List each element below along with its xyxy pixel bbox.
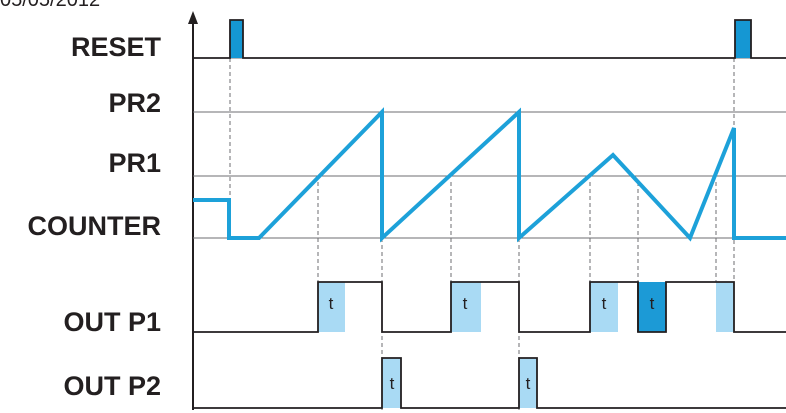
- delay-label: t: [650, 294, 655, 313]
- reset-pulse-fill: [735, 20, 751, 58]
- label-out-p2: OUT P2: [63, 371, 161, 401]
- delay-label: t: [329, 294, 334, 313]
- signal-labels: RESET PR2 PR1 COUNTER OUT P1 OUT P2: [28, 32, 162, 401]
- counter-waveform: [193, 107, 786, 243]
- reset-pulse-fill: [230, 20, 243, 58]
- reset-trace: [193, 19, 786, 59]
- label-pr1: PR1: [108, 148, 161, 178]
- out-p2-trace: [193, 357, 786, 409]
- out-p1-trace: [193, 281, 786, 333]
- delay-block: [382, 358, 401, 408]
- delay-label: t: [463, 294, 468, 313]
- delay-label: t: [602, 294, 607, 313]
- label-pr2: PR2: [108, 88, 161, 118]
- out-p1-signal: t t t t: [193, 281, 786, 333]
- label-counter: COUNTER: [28, 211, 162, 241]
- delay-label: t: [390, 374, 395, 393]
- header-date: 05/05/2012: [0, 0, 100, 11]
- delay-block: [519, 358, 537, 408]
- time-axis: [188, 11, 198, 410]
- event-guides: [229, 58, 735, 410]
- delay-label: t: [526, 374, 531, 393]
- delay-block: [590, 282, 618, 332]
- delay-block: [638, 282, 666, 332]
- label-reset: RESET: [71, 32, 162, 62]
- reference-lines: [193, 57, 786, 239]
- reset-signal: [193, 19, 786, 59]
- label-out-p1: OUT P1: [63, 307, 161, 337]
- out-p2-signal: t t: [193, 357, 786, 409]
- axis-arrowhead: [188, 11, 198, 24]
- delay-block: [318, 282, 345, 332]
- delay-block: [451, 282, 481, 332]
- delay-block: [716, 282, 734, 332]
